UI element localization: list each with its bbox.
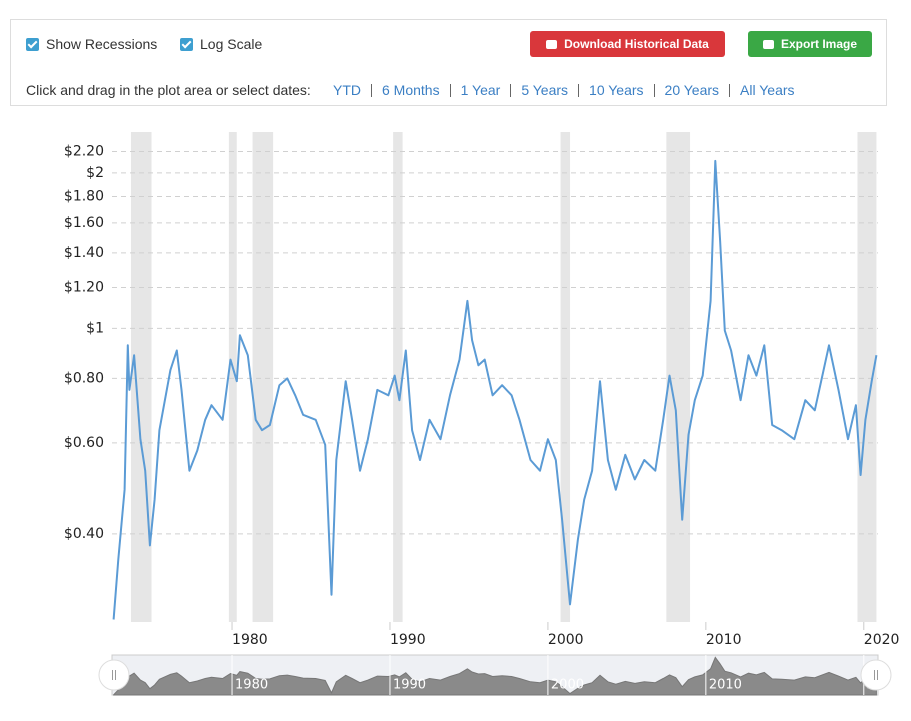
- separator: [578, 83, 580, 97]
- range-link[interactable]: YTD: [333, 82, 361, 98]
- y-tick-label: $1.60: [64, 215, 104, 231]
- range-link[interactable]: 10 Years: [589, 82, 644, 98]
- button-label[interactable]: Export Image: [780, 37, 858, 51]
- y-tick-label: $2: [86, 165, 104, 181]
- navigator-handle[interactable]: [98, 659, 130, 691]
- navigator-label: 2000: [551, 678, 584, 693]
- range-links: YTD 6 Months 1 Year 5 Years 10 Years 20 Years…: [333, 82, 795, 98]
- recession-band: [857, 132, 877, 622]
- show-recessions-toggle[interactable]: Show Recessions: [26, 36, 157, 52]
- export-button[interactable]: Export Image: [748, 31, 872, 57]
- y-tick-label: $0.80: [64, 370, 104, 386]
- x-tick-label: 2020: [864, 632, 900, 648]
- recession-band: [228, 132, 237, 622]
- checkbox-label[interactable]: Show Recessions: [46, 36, 158, 52]
- button-label[interactable]: Download Historical Data: [564, 37, 709, 51]
- y-tick-label: $1: [86, 320, 104, 336]
- icon: [762, 39, 774, 49]
- separator: [510, 83, 512, 97]
- log-scale-toggle[interactable]: Log Scale: [180, 36, 262, 52]
- y-tick-label: $2.20: [64, 144, 104, 160]
- navigator-handle[interactable]: [860, 659, 892, 691]
- y-tick-label: $0.40: [64, 526, 104, 542]
- x-tick-label: 1990: [390, 632, 426, 648]
- range-link[interactable]: 1 Year: [460, 82, 501, 98]
- range-prompt: Click and drag in the plot area or selec…: [26, 82, 311, 98]
- controls: Show Recessions Log Scale Download Histo…: [10, 19, 887, 106]
- recession-band: [130, 132, 152, 622]
- range-link[interactable]: 20 Years: [664, 82, 720, 98]
- checkbox[interactable]: [180, 37, 193, 51]
- y-tick-label: $1.20: [64, 279, 104, 295]
- x-tick-label: 2000: [548, 632, 584, 648]
- y-tick-label: $1.80: [64, 189, 104, 205]
- recession-band: [252, 132, 274, 622]
- x-tick-label: 1980: [232, 632, 268, 648]
- navigator-area: [113, 656, 877, 696]
- separator: [449, 83, 451, 97]
- navigator-label: 1980: [235, 678, 268, 693]
- range-link[interactable]: 5 Years: [521, 82, 569, 98]
- checkbox[interactable]: [26, 37, 39, 51]
- range-link[interactable]: 6 Months: [382, 82, 440, 98]
- recession-band: [560, 132, 571, 622]
- icon: [546, 39, 558, 49]
- separator: [729, 83, 731, 97]
- x-tick-label: 2010: [706, 632, 742, 648]
- range-link[interactable]: All Years: [740, 82, 795, 98]
- separator: [371, 83, 372, 97]
- download-button[interactable]: Download Historical Data: [530, 31, 725, 57]
- navigator-label: 1990: [393, 678, 426, 693]
- price-line: [112, 159, 878, 620]
- y-tick-label: $0.60: [64, 435, 104, 451]
- separator: [653, 83, 655, 97]
- checkbox-label[interactable]: Log Scale: [200, 36, 263, 52]
- recession-band: [393, 132, 403, 622]
- navigator-label: 2010: [709, 678, 742, 693]
- y-tick-label: $1.40: [64, 245, 104, 261]
